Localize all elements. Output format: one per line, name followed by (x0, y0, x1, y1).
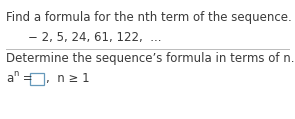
Text: =: = (19, 72, 33, 85)
Text: ,  n ≥ 1: , n ≥ 1 (46, 72, 90, 85)
FancyBboxPatch shape (30, 73, 44, 85)
Text: n: n (13, 69, 18, 78)
Text: − 2, 5, 24, 61, 122,  ...: − 2, 5, 24, 61, 122, ... (28, 31, 161, 44)
Text: Determine the sequence’s formula in terms of n.: Determine the sequence’s formula in term… (6, 52, 294, 65)
Text: Find a formula for the nth term of the sequence.: Find a formula for the nth term of the s… (6, 11, 292, 24)
Text: a: a (6, 72, 13, 85)
